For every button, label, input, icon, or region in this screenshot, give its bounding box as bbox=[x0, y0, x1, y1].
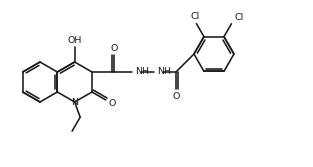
Text: OH: OH bbox=[68, 36, 82, 44]
Text: NH: NH bbox=[157, 66, 171, 75]
Text: Cl: Cl bbox=[191, 12, 200, 21]
Text: NH: NH bbox=[135, 66, 149, 75]
Text: N: N bbox=[71, 98, 78, 107]
Text: O: O bbox=[110, 43, 118, 52]
Text: Cl: Cl bbox=[235, 13, 244, 22]
Text: O: O bbox=[172, 92, 180, 101]
Text: O: O bbox=[108, 99, 115, 108]
